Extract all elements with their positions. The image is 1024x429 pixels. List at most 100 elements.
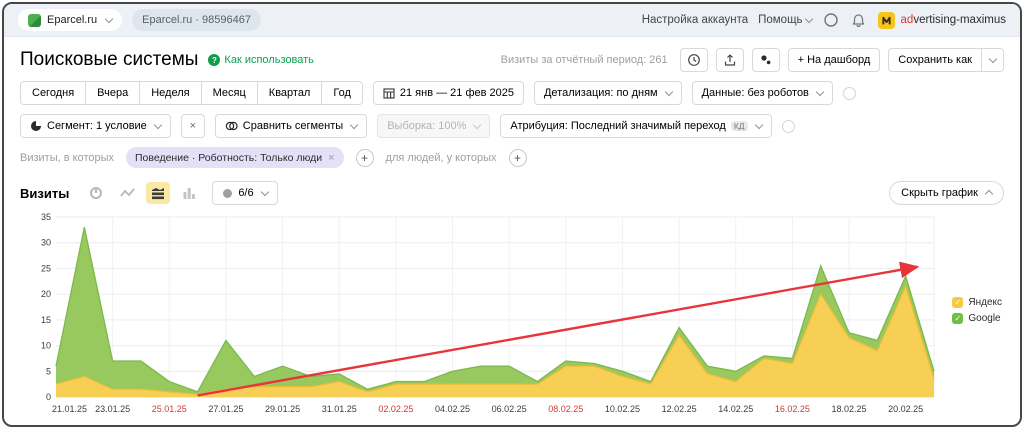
sample-dropdown[interactable]: Выборка: 100% [377,114,491,138]
tab-today[interactable]: Сегодня [21,82,87,104]
svg-text:10.02.25: 10.02.25 [605,404,640,414]
svg-text:5: 5 [46,366,51,376]
tab-week[interactable]: Неделя [140,82,202,104]
attribution-label: Атрибуция: Последний значимый переход [510,120,726,132]
chevron-down-icon [988,54,997,64]
data-mode-label: Данные: без роботов [701,87,809,99]
chevron-down-icon [260,187,269,197]
compare-icon [225,121,238,131]
svg-text:06.02.25: 06.02.25 [492,404,527,414]
rows-count-label: 6/6 [238,187,254,199]
line-chart-type-button[interactable] [115,182,139,204]
chevron-down-icon [815,87,825,97]
history-button[interactable] [679,48,708,72]
add-user-condition-button[interactable]: + [508,148,527,167]
bell-icon[interactable] [850,11,868,29]
svg-text:10: 10 [41,341,51,351]
help-menu[interactable]: Помощь [758,14,813,26]
tab-month[interactable]: Месяц [201,82,258,104]
attribution-badge: КД [730,120,748,132]
detail-dropdown[interactable]: Детализация: по дням [533,81,682,105]
period-filter-row: Сегодня Вчера Неделя Месяц Квартал Год 2… [20,81,1004,105]
chevron-down-icon [349,120,359,130]
stacked-area-icon [152,188,165,200]
metric-label: Визиты [20,185,70,201]
topbar: Eparcel.ru Eparcel.ru · 98596467 Настрой… [4,4,1020,37]
legend-label-yandex: Яндекс [968,297,1002,308]
legend-item-google[interactable]: ✓ Google [952,313,1002,324]
eparcel-logo-icon [28,13,41,27]
pie-chart-icon [90,187,103,199]
svg-text:14.02.25: 14.02.25 [718,404,753,414]
svg-text:12.02.25: 12.02.25 [662,404,697,414]
detail-label: Детализация: по дням [543,87,658,99]
hide-chart-button[interactable]: Скрыть график [889,181,1004,205]
date-range-label: 21 янв — 21 фев 2025 [399,87,514,99]
sample-label: Выборка: 100% [387,120,467,132]
info-icon [781,119,795,133]
help-label: Помощь [758,14,803,26]
pie-chart-type-button[interactable] [84,182,108,204]
chevron-down-icon [754,120,763,130]
svg-text:29.01.25: 29.01.25 [265,404,300,414]
save-as-button[interactable]: Сохранить как [888,48,982,72]
checkbox-checked-icon: ✓ [952,297,964,308]
behavior-chip[interactable]: Поведение · Роботность: Только люди × [126,147,344,168]
how-to-use-label: Как использовать [224,54,314,66]
date-range-button[interactable]: 21 янв — 21 фев 2025 [372,81,524,105]
add-visit-condition-button[interactable]: + [355,148,374,167]
columns-chart-type-button[interactable] [177,182,201,204]
segment-label: Сегмент: 1 условие [47,120,147,132]
svg-text:15: 15 [41,315,51,325]
svg-text:16.02.25: 16.02.25 [775,404,810,414]
user-name: advertising-maximus [900,14,1006,26]
close-icon[interactable]: × [328,151,335,164]
svg-text:21.01.25: 21.01.25 [52,404,87,414]
tab-year[interactable]: Год [322,82,362,104]
compare-segments-dropdown[interactable]: Сравнить сегменты [214,114,368,138]
chevron-down-icon [473,120,482,130]
compare-label: Сравнить сегменты [242,120,344,132]
add-to-dashboard-button[interactable]: + На дашборд [787,48,881,72]
visits-stacked-area-chart: 0 5 10 15 20 25 30 35 21.01.25 23.01.25 25.01.25 27… [41,212,935,414]
stacked-area-type-button[interactable] [146,182,171,204]
save-as-split-button: Сохранить как [888,48,1004,72]
account-settings-link[interactable]: Настройка аккаунта [641,14,749,26]
svg-text:02.02.25: 02.02.25 [378,404,413,414]
counter-id-pill[interactable]: Eparcel.ru · 98596467 [132,9,261,31]
how-to-use-link[interactable]: ? Как использовать [208,54,314,66]
rows-count-dropdown[interactable]: 6/6 [212,181,278,205]
export-icon [724,54,735,66]
checkbox-checked-icon: ✓ [952,313,964,324]
svg-text:35: 35 [41,212,51,222]
chat-icon[interactable] [822,11,840,29]
svg-text:08.02.25: 08.02.25 [548,404,583,414]
save-as-dropdown-button[interactable] [982,48,1004,72]
for-people-label: для людей, у которых [385,151,497,164]
circle-icon [223,188,233,198]
segment-dropdown[interactable]: Сегмент: 1 условие [20,114,171,138]
counter-selector[interactable]: Eparcel.ru [18,9,123,31]
tab-quarter[interactable]: Квартал [257,82,323,104]
legend-item-yandex[interactable]: ✓ Яндекс [952,297,1002,308]
report-header: Поисковые системы ? Как использовать Виз… [20,48,1004,72]
clock-icon [687,54,700,66]
chevron-up-icon [984,189,994,199]
segments-share-button[interactable] [751,48,780,72]
tab-yesterday[interactable]: Вчера [86,82,141,104]
advertising-maximus-logo-icon [877,11,895,29]
topbar-left: Eparcel.ru Eparcel.ru · 98596467 [18,9,261,31]
counter-selector-label: Eparcel.ru [47,14,98,26]
hide-chart-label: Скрыть график [901,187,978,199]
user-account[interactable]: advertising-maximus [877,11,1006,29]
clear-segment-button[interactable]: × [180,114,205,138]
svg-text:18.02.25: 18.02.25 [832,404,867,414]
chevron-down-icon [104,14,114,24]
export-button[interactable] [715,48,744,72]
svg-text:04.02.25: 04.02.25 [435,404,470,414]
chart-area: 0 5 10 15 20 25 30 35 21.01.25 23.01.25 25.01.25 27… [20,209,1004,423]
data-mode-dropdown[interactable]: Данные: без роботов [691,81,833,105]
svg-text:27.01.25: 27.01.25 [208,404,243,414]
attribution-dropdown[interactable]: Атрибуция: Последний значимый переход КД [500,114,772,138]
